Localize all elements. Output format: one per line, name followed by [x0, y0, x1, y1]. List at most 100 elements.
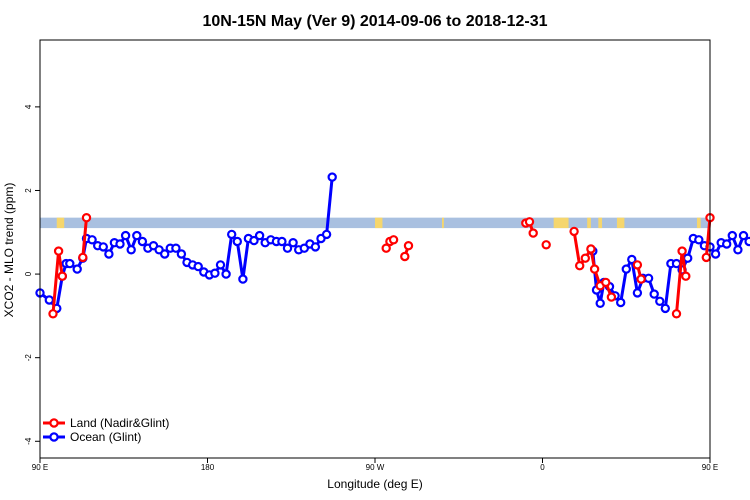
- x-tick-label: 90 E: [702, 463, 718, 472]
- land-coverage-segment: [375, 217, 383, 229]
- x-tick-label: 90 E: [32, 463, 48, 472]
- data-point: [48, 309, 58, 319]
- x-axis: 90 E 180 90 W 0 90 E: [32, 458, 718, 472]
- data-point: [193, 261, 203, 272]
- y-axis-label: XCO2 - MLO trend (ppm): [2, 183, 16, 318]
- data-point: [621, 264, 632, 274]
- series-layer: [35, 172, 750, 319]
- data-point: [98, 242, 109, 252]
- data-point: [171, 243, 181, 253]
- data-point: [649, 289, 659, 299]
- data-point: [632, 288, 643, 298]
- data-point: [636, 274, 646, 284]
- data-point: [210, 268, 220, 278]
- data-point: [569, 226, 579, 237]
- legend-item: Ocean (Glint): [43, 430, 141, 444]
- land-coverage-segment: [56, 217, 65, 229]
- data-point: [159, 249, 170, 259]
- data-point: [575, 261, 585, 271]
- data-point: [677, 246, 687, 256]
- data-point: [701, 252, 712, 263]
- data-point: [733, 245, 743, 255]
- data-point: [722, 239, 732, 249]
- land-coverage-segment: [598, 217, 603, 229]
- data-point: [232, 236, 242, 247]
- y-tick-label: 2: [24, 188, 33, 193]
- legend-item: Land (Nadir&Glint): [43, 416, 169, 430]
- legend-label: Ocean (Glint): [70, 430, 141, 444]
- data-point: [671, 309, 682, 319]
- data-coverage-band: [40, 217, 710, 229]
- data-point: [400, 251, 410, 262]
- data-point: [655, 296, 665, 306]
- x-tick-label: 90 W: [366, 463, 385, 472]
- data-point: [137, 236, 148, 247]
- data-point: [710, 249, 721, 259]
- data-point: [126, 245, 136, 255]
- y-axis: -4 -2 0 2 4: [24, 104, 40, 445]
- data-point: [65, 258, 75, 269]
- data-point: [606, 292, 617, 302]
- data-point: [681, 271, 691, 281]
- data-point: [120, 230, 131, 241]
- data-point: [282, 243, 293, 253]
- data-point: [744, 236, 750, 247]
- land-coverage-segment: [587, 217, 591, 229]
- data-point: [288, 237, 298, 248]
- data-point: [176, 249, 187, 259]
- legend: Land (Nadir&Glint)Ocean (Glint): [43, 416, 169, 444]
- data-point: [403, 240, 414, 251]
- data-point: [616, 297, 626, 308]
- x-tick-label: 0: [540, 463, 545, 472]
- data-point: [277, 236, 287, 247]
- data-point: [310, 242, 321, 252]
- legend-label: Land (Nadir&Glint): [70, 416, 169, 430]
- data-point: [694, 235, 704, 245]
- data-point: [53, 246, 64, 256]
- series-0: [48, 212, 715, 319]
- data-point: [72, 264, 82, 274]
- land-coverage-segment: [553, 217, 569, 229]
- data-point: [44, 295, 55, 305]
- data-point: [221, 269, 231, 279]
- data-point: [738, 230, 749, 241]
- data-point: [627, 254, 637, 265]
- data-point: [87, 235, 97, 245]
- data-point: [321, 229, 332, 240]
- data-point: [541, 240, 551, 250]
- data-point: [632, 260, 643, 270]
- data-point: [388, 235, 399, 245]
- data-point: [381, 243, 391, 253]
- y-tick-label: -2: [24, 354, 33, 362]
- data-point: [254, 230, 265, 241]
- data-point: [327, 172, 337, 182]
- x-tick-label: 180: [201, 463, 215, 472]
- data-point: [104, 249, 114, 259]
- data-point: [115, 239, 125, 249]
- data-point: [78, 252, 88, 263]
- y-tick-label: 4: [24, 104, 33, 109]
- data-point: [589, 264, 600, 274]
- data-point: [524, 217, 535, 227]
- chart-title: 10N-15N May (Ver 9) 2014-09-06 to 2018-1…: [202, 13, 547, 30]
- legend-marker: [49, 418, 59, 428]
- y-tick-label: -4: [24, 437, 33, 445]
- series-line: [81, 217, 88, 258]
- data-point: [586, 244, 596, 254]
- data-point: [528, 228, 538, 238]
- data-point: [601, 277, 611, 288]
- data-point: [132, 230, 142, 241]
- y-tick-label: 0: [24, 271, 33, 276]
- data-point: [643, 273, 654, 283]
- data-point: [580, 253, 591, 263]
- land-coverage-segment: [442, 217, 444, 229]
- data-point: [671, 258, 682, 269]
- data-point: [238, 274, 248, 284]
- data-point: [215, 260, 226, 270]
- x-axis-label: Longitude (deg E): [327, 477, 422, 491]
- data-point: [683, 253, 693, 263]
- data-point: [595, 298, 605, 308]
- series-line: [704, 217, 712, 258]
- data-point: [81, 212, 92, 223]
